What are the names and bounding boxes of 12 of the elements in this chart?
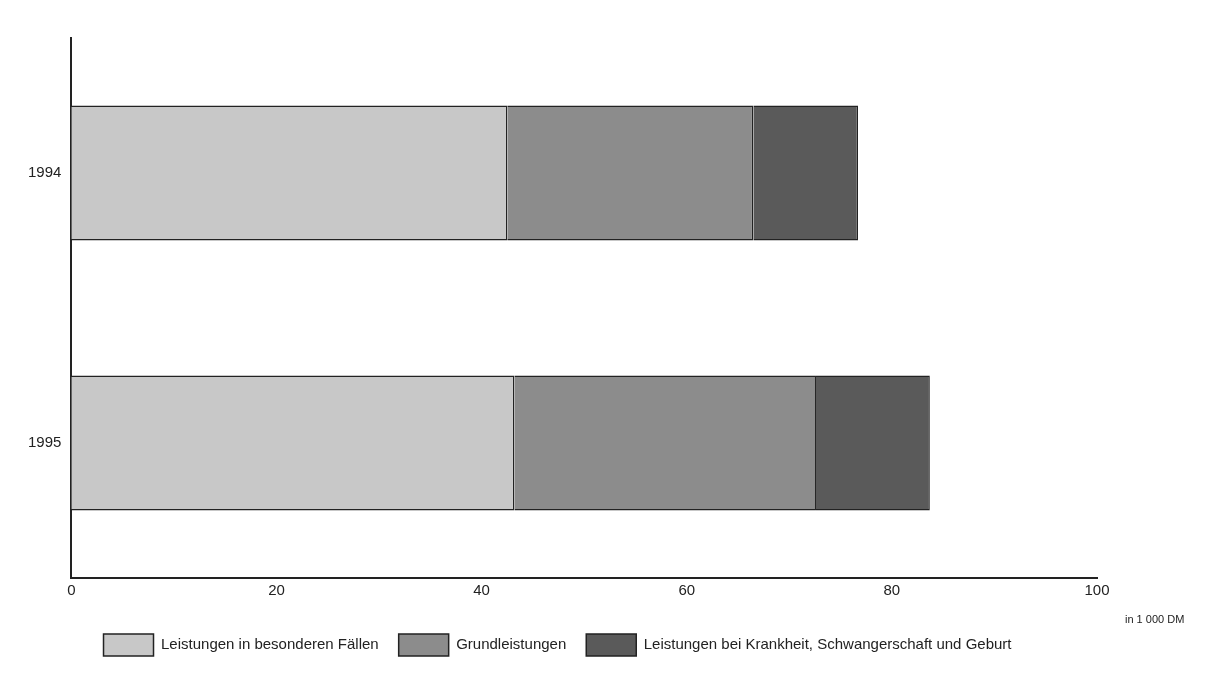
y-tick-label: 1995: [27, 433, 62, 451]
x-tick-label: 40: [473, 581, 490, 599]
x-tick-label: 60: [678, 581, 696, 599]
x-tick-label: 80: [883, 581, 901, 599]
x-tick-label: 0: [67, 581, 76, 599]
legend-label: Leistungen in besonderen Fällen: [161, 635, 379, 653]
x-axis-title: in 1 000 DM: [1125, 613, 1185, 626]
y-tick-label: 1994: [27, 163, 62, 181]
legend-label: Grundleistungen: [456, 635, 567, 653]
legend-label: Leistungen bei Krankheit, Schwangerschaft und Geburt: [643, 635, 1013, 653]
x-tick-label: 20: [268, 581, 285, 599]
x-tick-label: 100: [1084, 581, 1110, 599]
